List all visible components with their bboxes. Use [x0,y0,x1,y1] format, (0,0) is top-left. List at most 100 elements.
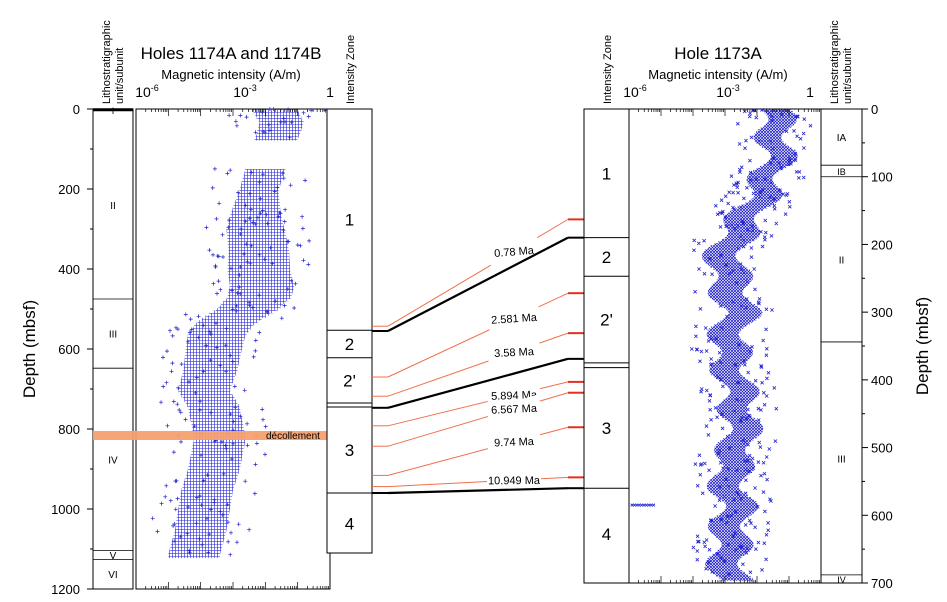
left-data-band [176,521,228,525]
left-data-point [207,532,212,537]
left-data-band [241,183,281,187]
left-data-point [250,305,255,310]
left-data-point [187,550,192,555]
right-data-band [706,484,739,488]
left-data-point [231,419,236,424]
right-data-band [723,216,755,219]
right-data-band [709,295,745,299]
left-data-point [238,265,243,269]
left-data-point [218,363,223,368]
left-data-point [273,299,278,304]
right-data-point [724,520,729,525]
left-data-point [226,520,230,525]
right-data-band [726,226,759,230]
right-data-point [759,229,763,234]
right-data-point [768,497,772,502]
left-data-band [245,169,286,172]
left-data-point [205,516,209,521]
left-x-tick-label-1: 1 [326,84,334,100]
right-data-band [769,151,797,154]
right-data-point [764,307,769,312]
left-data-band [229,279,293,283]
left-data-point [270,261,275,266]
left-data-band [185,476,238,479]
right-data-point [706,339,711,343]
left-data-point [243,479,248,484]
age-label: 0.78 Ma [494,245,535,260]
left-data-point [177,408,182,412]
left-data-point [183,417,188,422]
left-data-point [220,232,225,237]
right-data-point [777,161,781,165]
right-depth-axis: 0 100 200 300 400 500 600 700 [862,102,893,591]
right-data-point [748,158,752,163]
right-data-band [706,566,739,569]
left-data-point [212,497,217,502]
right-data-band [709,555,742,559]
right-data-band [709,369,739,372]
right-data-point [743,491,748,496]
left-data-band [212,310,274,314]
right-data-band [748,174,775,177]
right-data-point [735,223,740,228]
left-depth-tick-label: 1000 [51,502,80,517]
right-data-band [737,206,767,209]
left-data-point [248,261,253,266]
right-data-point [724,477,728,481]
right-data-point [716,451,721,456]
right-data-point [729,174,734,178]
left-data-point [223,343,228,348]
left-data-band [243,173,284,177]
right-depth-tick-label: 0 [871,102,878,117]
right-data-point [735,397,739,402]
left-data-point [243,203,248,208]
right-data-point [801,131,806,136]
right-data-point [771,146,775,151]
left-data-point [232,384,237,389]
right-data-band [714,243,748,246]
right-data-band [724,501,757,504]
left-data-band [191,423,244,427]
left-data-band [258,118,303,122]
right-data-band [722,468,754,471]
left-data-point [150,516,155,521]
right-data-band [717,322,750,325]
left-plot-title: Holes 1174A and 1174B [141,44,322,63]
right-data-point [708,407,713,412]
right-data-point [707,468,711,473]
left-data-band [180,495,232,499]
right-data-point [709,336,714,341]
right-data-band [765,123,794,126]
left-data-band [228,219,283,223]
left-data-band [238,193,279,196]
right-data-band [754,133,783,136]
left-data-point [262,257,267,262]
right-data-band [717,411,748,414]
left-data-point [307,238,312,243]
right-data-band [768,119,797,122]
right-data-band [756,167,783,171]
left-data-point [228,353,233,358]
left-data-band [179,497,232,501]
right-data-band [722,352,753,356]
right-data-band [711,373,741,376]
left-data-point [174,478,179,483]
right-data-point [737,167,742,172]
right-x-tick-label-1e-3: 10-3 [716,83,740,100]
right-data-point [760,244,765,249]
right-data-point [760,108,764,112]
right-data-point [743,523,748,527]
left-data-band [230,214,282,218]
right-data-band [754,190,782,193]
right-data-point [743,146,747,151]
left-data-point [171,399,176,404]
left-data-point [171,450,176,455]
right-data-point [757,440,762,445]
right-data-point [710,272,714,277]
left-litho-frame [92,108,134,590]
left-data-point [301,110,306,115]
right-data-point [732,409,737,413]
right-data-point [772,197,776,201]
right-data-band [710,570,743,573]
right-data-band [710,245,744,248]
